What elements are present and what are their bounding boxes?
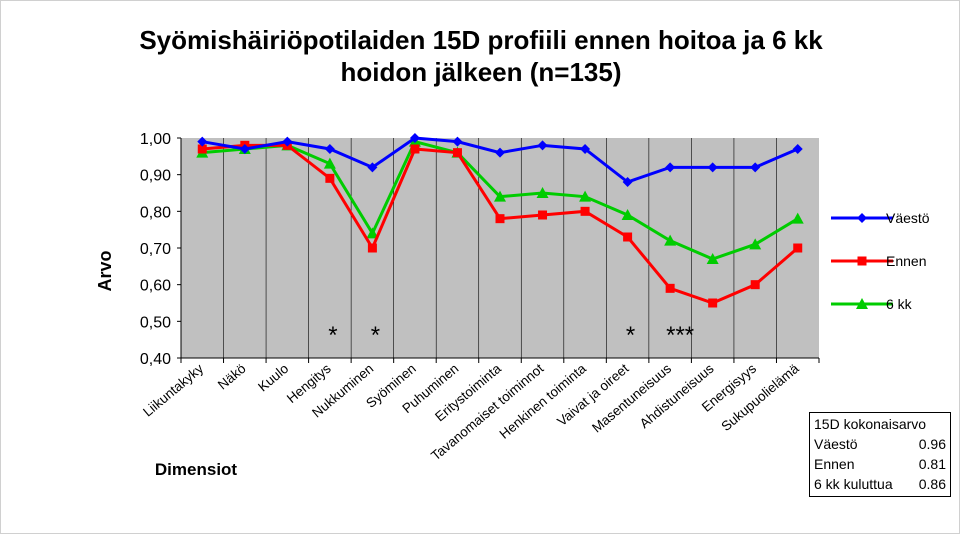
data-point [537, 140, 548, 151]
y-axis-label: Arvo [95, 250, 115, 291]
summary-label: Väestö [814, 436, 858, 452]
annotation: * [328, 322, 337, 349]
data-point [665, 162, 676, 173]
series-0 [197, 133, 803, 187]
data-point [708, 298, 718, 308]
x-tick-label: Kuulo [255, 361, 291, 395]
x-tick-label: Näkö [215, 361, 249, 393]
summary-label: 6 kk kuluttua [814, 476, 893, 492]
summary-row: Väestö 0.96 [814, 434, 946, 454]
data-point [197, 144, 207, 154]
y-tick-label: 0,40 [140, 351, 171, 368]
x-tick-label: Liikuntakyky [140, 361, 206, 420]
data-point [793, 243, 803, 253]
data-point [282, 136, 293, 147]
data-point [707, 162, 718, 173]
data-point [452, 148, 462, 158]
summary-row: Ennen 0.81 [814, 454, 946, 474]
data-point [197, 136, 208, 147]
legend-label: Väestö [886, 210, 930, 226]
data-point [792, 144, 803, 154]
summary-label: Ennen [814, 456, 855, 472]
summary-title: 15D kokonaisarvo [814, 416, 927, 432]
data-point [580, 144, 591, 154]
data-point [324, 144, 335, 154]
y-tick-label: 1,00 [140, 131, 171, 148]
legend-item: Ennen [831, 253, 926, 269]
data-point [367, 243, 377, 253]
annotation: * [371, 322, 380, 349]
summary-value: 0.86 [918, 476, 946, 492]
data-point [367, 162, 378, 173]
data-point [409, 133, 420, 143]
data-point [749, 238, 762, 250]
y-tick-label: 0,80 [140, 204, 171, 221]
legend-label: 6 kk [886, 296, 913, 312]
data-point [750, 162, 761, 173]
data-point [621, 209, 634, 220]
summary-box: 15D kokonaisarvo Väestö 0.96 Ennen 0.81 … [809, 412, 951, 497]
data-point [579, 190, 592, 202]
data-point [706, 253, 719, 264]
data-point [623, 232, 633, 242]
data-point [538, 210, 548, 220]
y-tick-label: 0,50 [140, 314, 171, 331]
x-axis-label: Dimensiot [155, 460, 238, 479]
legend-item: Väestö [831, 210, 930, 226]
data-point [325, 173, 335, 183]
legend-label: Ennen [886, 253, 926, 269]
y-tick-label: 0,90 [140, 168, 171, 185]
data-point [791, 212, 804, 224]
data-point [495, 214, 505, 224]
data-point [494, 190, 506, 202]
data-point [750, 280, 760, 290]
data-point [452, 136, 463, 147]
series-2 [196, 135, 804, 264]
data-point [410, 144, 420, 154]
data-point [536, 187, 549, 198]
legend-item: 6 kk [831, 296, 913, 312]
chart-title: Syömishäiriöpotilaiden 15D profiili enne… [139, 25, 823, 87]
x-tick-label: Sukupuolielämä [718, 360, 802, 434]
data-point [323, 157, 336, 169]
y-tick-label: 0,60 [140, 278, 171, 295]
data-point [622, 177, 633, 187]
data-point [580, 206, 590, 216]
annotation: * [626, 322, 635, 349]
data-point [857, 213, 867, 223]
y-tick-label: 0,70 [140, 241, 171, 258]
x-tick-label: Ahdistuneisuus [637, 361, 717, 432]
summary-row: 6 kk kuluttua 0.86 [814, 474, 946, 494]
summary-value: 0.96 [918, 436, 946, 452]
data-point [495, 147, 505, 158]
data-point [366, 227, 379, 239]
data-point [857, 256, 867, 266]
summary-value: 0.81 [918, 456, 946, 472]
data-point [856, 298, 868, 309]
data-point [239, 144, 250, 154]
data-point [664, 234, 677, 246]
data-point [665, 283, 675, 293]
annotation: *** [666, 322, 694, 349]
plot-area [181, 138, 819, 358]
